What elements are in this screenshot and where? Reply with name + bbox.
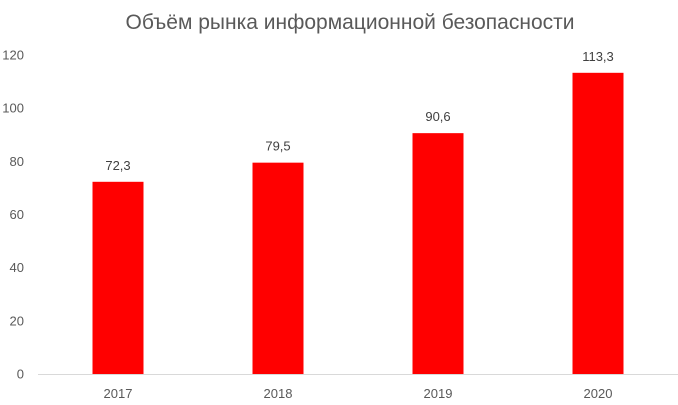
x-tick-label-2017: 2017 bbox=[104, 386, 133, 401]
y-axis-ticks: 0 20 40 60 80 100 120 bbox=[2, 48, 24, 382]
chart-title: Объём рынка информационной безопасности bbox=[126, 11, 575, 34]
y-tick-label: 100 bbox=[2, 101, 24, 116]
x-tick-label-2019: 2019 bbox=[424, 386, 453, 401]
data-label: 113,3 bbox=[582, 49, 614, 64]
bars-group bbox=[92, 72, 624, 374]
data-label: 72,3 bbox=[105, 158, 130, 173]
bar-2020 bbox=[572, 72, 624, 374]
x-tick-label-2018: 2018 bbox=[264, 386, 293, 401]
data-labels-group: 72,3 79,5 90,6 113,3 bbox=[105, 49, 613, 173]
y-tick-label: 120 bbox=[2, 48, 24, 63]
bar-2019 bbox=[412, 133, 464, 374]
y-tick-label: 0 bbox=[17, 367, 24, 382]
data-label: 79,5 bbox=[265, 139, 290, 154]
data-label: 90,6 bbox=[425, 109, 450, 124]
x-tick-label-2020: 2020 bbox=[584, 386, 613, 401]
y-tick-label: 80 bbox=[10, 154, 24, 169]
bar-2018 bbox=[252, 162, 304, 374]
y-tick-label: 40 bbox=[10, 260, 24, 275]
y-tick-label: 60 bbox=[10, 207, 24, 222]
bar-2017 bbox=[92, 181, 144, 374]
y-tick-label: 20 bbox=[10, 313, 24, 328]
x-axis-ticks: 2017 2018 2019 2020 bbox=[104, 386, 613, 401]
